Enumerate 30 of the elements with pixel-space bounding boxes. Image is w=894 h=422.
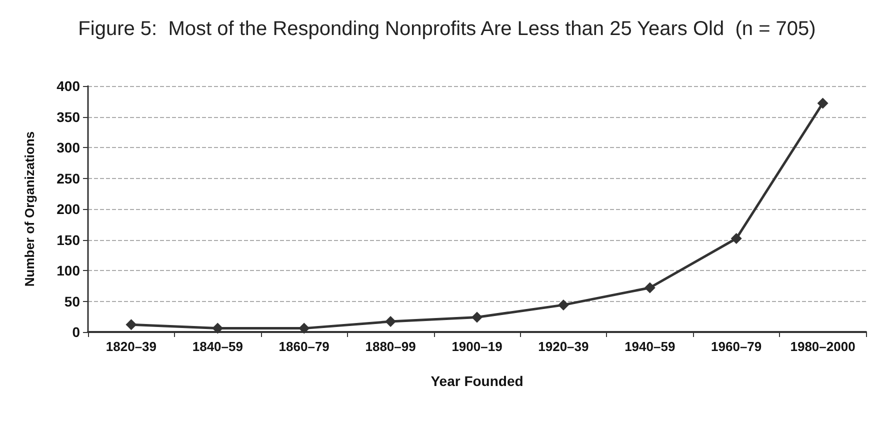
x-tick-label: 1920–39 [538, 339, 589, 354]
point [126, 319, 137, 330]
point [385, 316, 396, 328]
y-tick-label: 200 [56, 201, 80, 217]
point [730, 233, 742, 244]
x-tick-label: 1960–79 [711, 339, 762, 354]
x-tick-label: 1900–19 [452, 339, 502, 354]
x-tick-label: 1820–39 [106, 339, 157, 354]
y-tick-label: 0 [72, 324, 80, 340]
y-tick-label: 400 [56, 78, 80, 94]
x-tick-label: 1980–2000 [790, 339, 856, 354]
point [212, 322, 224, 334]
y-tick-label: 300 [56, 140, 80, 156]
y-tick-label: 100 [56, 262, 80, 278]
x-tick-label: 1840–59 [192, 339, 243, 354]
y-tick-label: 350 [56, 108, 80, 125]
x-tick-label: 1860–79 [278, 339, 330, 354]
x-tick-label: 1880–99 [365, 339, 416, 354]
point [817, 98, 828, 109]
y-tick-label: 250 [56, 170, 80, 186]
x-tick-label: 1940–59 [624, 339, 676, 354]
y-tick-label: 50 [64, 293, 80, 310]
point [298, 322, 310, 334]
point [644, 282, 656, 294]
x-axis-title: Year Founded [430, 373, 524, 389]
y-axis-title: Number of Organizations [22, 131, 37, 287]
chart-title: Figure 5: Most of the Responding Nonprofits Are Less than 25 Years Old (n = 705) [78, 18, 816, 40]
point [472, 312, 482, 323]
point [558, 299, 569, 310]
y-tick-label: 150 [56, 232, 80, 248]
